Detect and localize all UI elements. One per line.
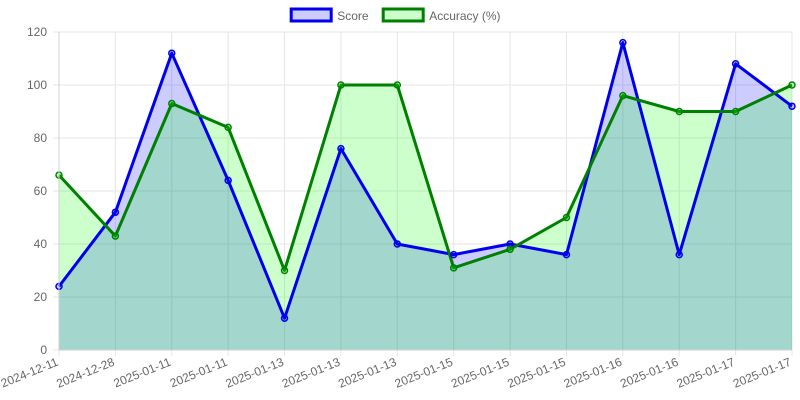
data-point[interactable] [280,314,289,322]
data-point[interactable] [449,264,458,272]
series-points [55,38,796,322]
x-tick-label: 2025-01-17 [675,355,737,391]
data-point[interactable] [393,240,402,248]
data-point[interactable] [280,266,289,275]
series-area-2 [59,85,792,350]
data-point[interactable] [619,38,627,47]
data-point[interactable] [788,102,796,110]
data-point[interactable] [731,107,740,116]
grid [53,31,793,356]
x-tick-label: 2025-01-13 [223,355,285,391]
series-fills [59,42,792,350]
data-point[interactable] [393,81,402,89]
legend-label-1[interactable]: Score [337,9,369,23]
data-point[interactable] [224,123,232,132]
series-area-1 [59,42,792,350]
series-line-2 [57,83,793,272]
data-point[interactable] [168,49,176,57]
data-point[interactable] [675,107,683,116]
data-point[interactable] [224,176,232,185]
data-point[interactable] [111,232,120,240]
data-point[interactable] [731,60,740,68]
x-tick-label: 2025-01-16 [618,355,680,391]
y-tick-label: 100 [27,78,47,92]
legend-label-2[interactable]: Accuracy (%) [429,9,500,23]
legend[interactable]: Score Accuracy (%) [289,7,501,23]
x-tick-label: 2025-01-17 [731,355,793,391]
y-tick-label: 0 [40,343,47,357]
x-tick-label: 2025-01-13 [336,355,398,391]
data-point[interactable] [168,99,176,108]
data-point[interactable] [449,250,458,259]
data-point[interactable] [562,213,571,222]
y-tick-label: 120 [27,25,47,39]
data-point[interactable] [337,144,345,153]
x-tick-label: 2024-12-11 [0,355,60,391]
y-tick-label: 40 [34,237,48,251]
y-tick-label: 80 [34,131,48,145]
x-tick-label: 2025-01-15 [505,355,567,391]
series-lines [57,41,793,320]
series-line-1 [57,41,793,320]
x-tick-label: 2025-01-13 [280,355,342,391]
data-point[interactable] [562,250,571,259]
x-tick-label: 2024-12-28 [54,355,116,391]
data-point[interactable] [337,81,345,89]
data-point[interactable] [506,245,514,254]
data-point[interactable] [619,91,627,100]
legend-swatch-1[interactable] [289,7,333,23]
y-tick-label: 60 [34,184,48,198]
data-point[interactable] [788,81,796,89]
data-point[interactable] [675,250,683,259]
x-tick-label: 2025-01-16 [562,355,624,391]
legend-swatch-2[interactable] [381,7,425,23]
x-tick-label: 2025-01-11 [112,355,174,391]
x-tick-label: 2025-01-15 [393,355,455,391]
y-tick-label: 20 [34,290,48,304]
data-point[interactable] [111,208,120,216]
x-tick-label: 2025-01-11 [168,355,230,391]
x-tick-label: 2025-01-15 [449,355,511,391]
